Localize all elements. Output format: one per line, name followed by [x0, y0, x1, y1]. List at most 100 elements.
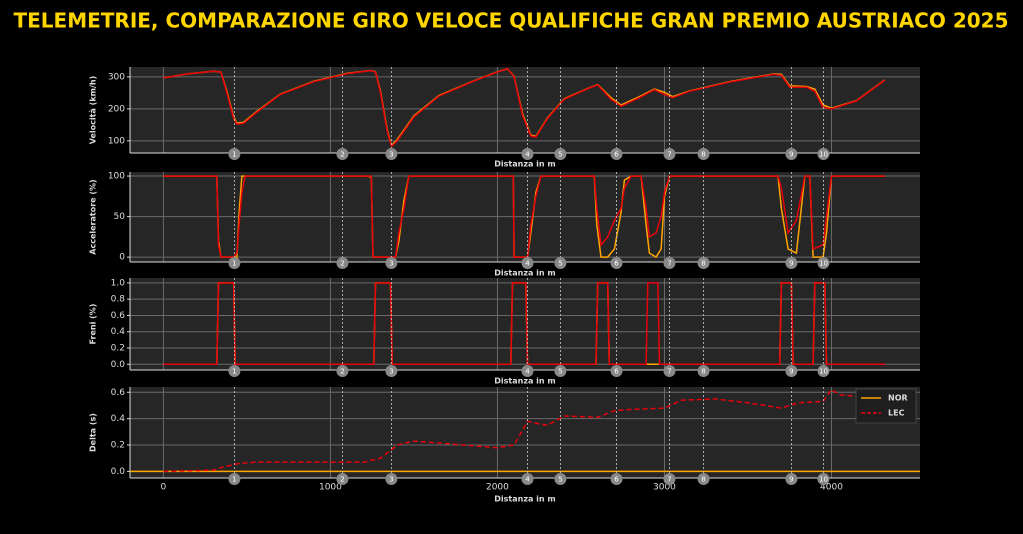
corner-marker — [336, 148, 349, 160]
corner-marker — [663, 365, 676, 377]
x-axis-label: Distanza in m — [494, 377, 555, 386]
corner-marker — [817, 257, 830, 269]
y-tick-label: 0.8 — [111, 295, 126, 305]
corner-marker — [228, 257, 241, 269]
corner-label: 5 — [558, 368, 562, 376]
corner-label: 10 — [819, 476, 828, 484]
corner-label: 7 — [667, 151, 671, 159]
x-axis-label: Distanza in m — [494, 160, 555, 169]
corner-label: 2 — [340, 368, 344, 376]
corner-label: 5 — [558, 260, 562, 268]
corner-label: 6 — [614, 151, 619, 159]
corner-marker — [785, 473, 798, 485]
corner-marker — [663, 148, 676, 160]
corner-marker — [521, 365, 534, 377]
corner-marker — [385, 365, 398, 377]
y-tick-label: 0.6 — [111, 388, 126, 398]
corner-label: 8 — [701, 151, 705, 159]
corner-label: 10 — [819, 151, 828, 159]
corner-marker — [521, 257, 534, 269]
legend-label: NOR — [888, 394, 908, 403]
corner-marker — [336, 257, 349, 269]
corner-label: 4 — [525, 368, 530, 376]
plot-area — [130, 278, 920, 370]
corner-label: 1 — [232, 260, 236, 268]
corner-label: 3 — [389, 476, 393, 484]
corner-marker — [785, 365, 798, 377]
corner-marker — [785, 148, 798, 160]
corner-marker — [336, 473, 349, 485]
y-axis-label: Freni (%) — [89, 304, 98, 345]
corner-label: 9 — [789, 368, 793, 376]
corner-marker — [663, 473, 676, 485]
series-line — [163, 67, 886, 149]
corner-label: 4 — [525, 260, 530, 268]
corner-label: 6 — [614, 476, 619, 484]
plot-area — [130, 67, 920, 153]
corner-label: 5 — [558, 476, 562, 484]
series-line — [163, 175, 885, 258]
corner-marker — [521, 148, 534, 160]
corner-marker — [228, 473, 241, 485]
corner-label: 2 — [340, 260, 344, 268]
corner-label: 7 — [667, 476, 671, 484]
corner-label: 5 — [558, 151, 562, 159]
corner-marker — [554, 365, 567, 377]
corner-label: 4 — [525, 476, 530, 484]
corner-marker — [385, 473, 398, 485]
corner-label: 3 — [389, 368, 393, 376]
corner-label: 2 — [340, 151, 344, 159]
corner-label: 7 — [667, 368, 671, 376]
y-tick-label: 100 — [108, 172, 125, 182]
corner-marker — [610, 148, 623, 160]
corner-marker — [336, 365, 349, 377]
y-tick-label: 0.0 — [111, 360, 126, 370]
corner-label: 8 — [701, 476, 705, 484]
corner-label: 6 — [614, 368, 619, 376]
corner-marker — [610, 473, 623, 485]
corner-label: 10 — [819, 260, 828, 268]
corner-marker — [697, 257, 710, 269]
corner-label: 8 — [701, 260, 705, 268]
corner-marker — [554, 473, 567, 485]
corner-marker — [610, 257, 623, 269]
corner-marker — [610, 365, 623, 377]
corner-marker — [817, 148, 830, 160]
series-line — [163, 282, 885, 366]
corner-label: 10 — [819, 368, 828, 376]
corner-marker — [817, 365, 830, 377]
corner-label: 1 — [232, 151, 236, 159]
x-tick-label: 4000 — [820, 483, 843, 493]
corner-marker — [785, 257, 798, 269]
corner-label: 1 — [232, 476, 236, 484]
corner-label: 9 — [789, 151, 793, 159]
y-tick-label: 0.6 — [111, 311, 126, 321]
x-tick-label: 0 — [161, 483, 167, 493]
x-tick-label: 3000 — [653, 483, 676, 493]
corner-marker — [521, 473, 534, 485]
corner-marker — [554, 257, 567, 269]
corner-label: 8 — [701, 368, 705, 376]
chart-title: TELEMETRIE, COMPARAZIONE GIRO VELOCE QUA… — [14, 9, 1009, 33]
y-tick-label: 300 — [108, 72, 125, 82]
corner-label: 6 — [614, 260, 619, 268]
corner-label: 4 — [525, 151, 530, 159]
corner-marker — [663, 257, 676, 269]
plot-area — [130, 387, 920, 478]
corner-marker — [385, 148, 398, 160]
corner-label: 9 — [789, 476, 793, 484]
y-tick-label: 200 — [108, 104, 125, 114]
y-tick-label: 0 — [119, 253, 125, 263]
y-tick-label: 100 — [108, 136, 125, 146]
y-tick-label: 0.4 — [111, 327, 126, 337]
corner-label: 9 — [789, 260, 793, 268]
y-axis-label: Delta (s) — [89, 413, 98, 452]
corner-label: 2 — [340, 476, 344, 484]
corner-label: 3 — [389, 260, 393, 268]
y-axis-label: Acceleratore (%) — [89, 179, 98, 254]
y-axis-label: Velocità (km/h) — [89, 76, 98, 145]
x-axis-label: Distanza in m — [494, 495, 555, 504]
y-tick-label: 0.2 — [111, 344, 125, 354]
corner-marker — [817, 473, 830, 485]
